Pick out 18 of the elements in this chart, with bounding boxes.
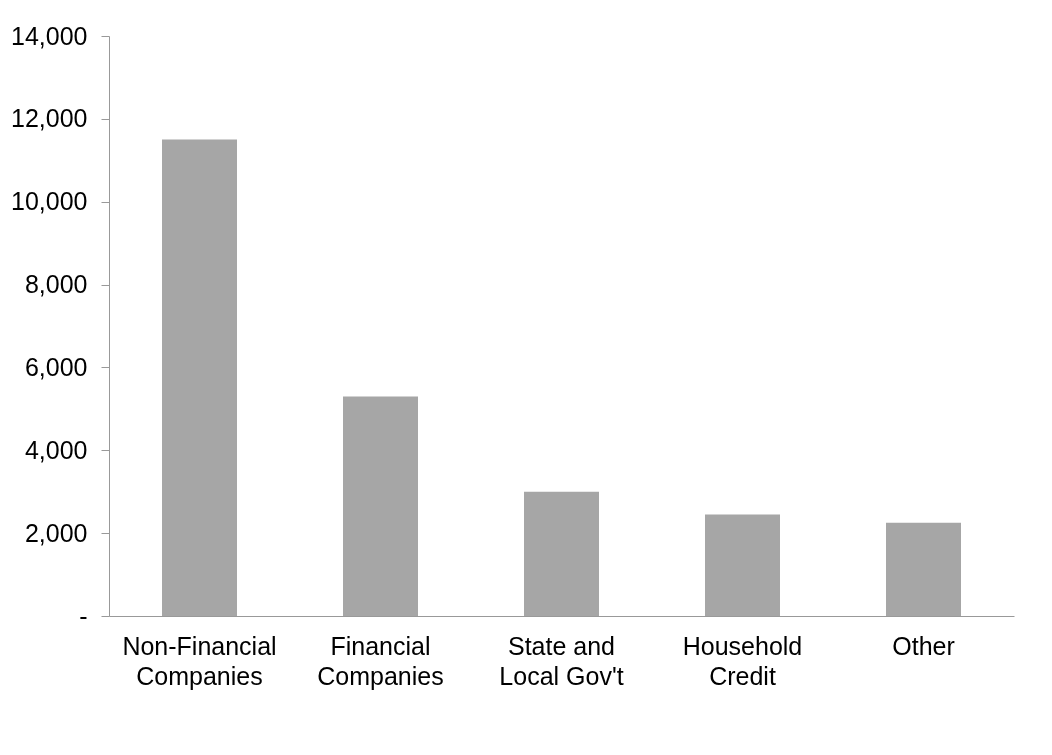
y-tick-label: - (79, 601, 88, 630)
y-tick-label: 14,000 (11, 21, 88, 50)
y-tick-label: 10,000 (11, 187, 88, 216)
bar (524, 491, 599, 616)
x-tick-label: Financial Companies (317, 631, 444, 690)
x-tick-label: Non-Financial Companies (122, 631, 277, 690)
x-tick-label: Other (892, 631, 955, 660)
y-tick-label: 6,000 (24, 352, 88, 381)
y-tick-label: 4,000 (24, 435, 88, 464)
y-tick-label: 12,000 (11, 104, 88, 133)
bar (343, 396, 418, 616)
x-tick-label: Household Credit (682, 631, 803, 690)
bar (162, 139, 237, 616)
bar (705, 514, 780, 616)
x-tick-label: State and Local Gov't (499, 631, 624, 690)
bar (886, 522, 961, 616)
y-tick-label: 2,000 (24, 518, 88, 547)
y-tick-label: 8,000 (24, 270, 88, 299)
